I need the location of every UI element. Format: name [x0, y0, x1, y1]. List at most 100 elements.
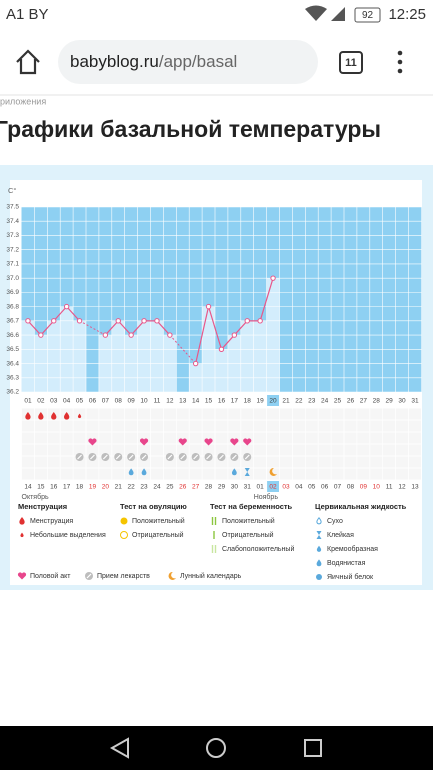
light-discharge-marker — [77, 413, 82, 419]
temperature-point — [141, 318, 147, 324]
cycle-date: 09 — [360, 484, 368, 491]
x-tick-label: 10 — [140, 398, 148, 405]
cycle-date: 06 — [321, 484, 329, 491]
medication-marker — [204, 453, 213, 461]
url-path: /app/basal — [159, 52, 237, 71]
url: babyblog.ru/app/basal — [70, 52, 237, 71]
cycle-date: 14 — [24, 484, 32, 491]
gap-connector — [79, 320, 106, 336]
pill-slash — [115, 454, 121, 460]
cycle-date: 01 — [257, 484, 265, 491]
medication-marker — [230, 453, 239, 461]
x-tick-label: 27 — [360, 398, 368, 405]
cycle-date: 10 — [373, 484, 381, 491]
cycle-date: 04 — [295, 484, 303, 491]
cycle-date: 29 — [218, 484, 226, 491]
x-tick-label: 24 — [321, 398, 329, 405]
intercourse-marker — [178, 438, 187, 446]
legend-item: Лунный календарь — [180, 572, 242, 580]
temperature-point — [25, 318, 31, 324]
legend-icon — [316, 516, 322, 525]
bar — [150, 320, 164, 392]
month-label: Октябрь — [22, 493, 49, 501]
y-tick-label: 36.3 — [6, 374, 19, 381]
x-tick-label: 09 — [128, 398, 136, 405]
temperature-point — [76, 318, 83, 324]
cycle-date: 30 — [231, 484, 239, 491]
home-nav-button[interactable] — [206, 738, 226, 758]
bar — [253, 320, 267, 392]
cycle-date: 11 — [386, 484, 393, 491]
tab-count: 11 — [345, 57, 357, 69]
pill-slash — [77, 454, 82, 460]
legend-icon — [211, 545, 217, 553]
legend-icon — [211, 517, 217, 525]
x-tick-label: 04 — [63, 398, 71, 405]
today-highlight — [267, 481, 279, 492]
pill-slash — [193, 454, 199, 460]
cycle-date: 31 — [244, 484, 252, 491]
intercourse-marker — [139, 438, 149, 446]
cycle-date: 13 — [411, 484, 419, 491]
pill-slash — [86, 573, 92, 579]
pill-slash — [244, 454, 250, 460]
pill-slash — [128, 454, 134, 460]
cycle-date: 28 — [205, 484, 213, 491]
temperature-point — [38, 332, 44, 338]
legend-icon — [168, 571, 176, 580]
bar — [73, 320, 86, 392]
medication-marker — [217, 453, 226, 461]
watery-marker — [141, 468, 147, 476]
y-tick-label: 37.2 — [6, 246, 19, 253]
battery-level: 92 — [362, 10, 374, 21]
legend-item: Отрицательный — [222, 531, 274, 539]
watery-marker — [231, 468, 237, 476]
cycle-date: 08 — [347, 484, 355, 491]
y-unit: C° — [8, 186, 16, 195]
cycle-date: 12 — [398, 484, 406, 491]
temperature-line — [104, 319, 171, 336]
cycle-date: 22 — [128, 484, 136, 491]
y-tick-label: 37.4 — [6, 218, 19, 225]
pill-slash — [141, 454, 147, 460]
tabs-button[interactable] — [339, 51, 363, 74]
x-tick-label: 25 — [334, 398, 342, 405]
legend-item: Яичный белок — [327, 573, 374, 581]
x-tick-label: 22 — [295, 398, 303, 405]
legend-item: Половой акт — [30, 572, 71, 580]
pill-slash — [180, 454, 186, 460]
cycle-date: 16 — [50, 484, 58, 491]
temperature-point — [102, 332, 109, 338]
x-tick-label: 12 — [166, 398, 174, 405]
legend-icon — [20, 532, 24, 538]
cycle-date: 25 — [166, 484, 174, 491]
y-tick-label: 36.8 — [6, 303, 19, 310]
menstruation-marker — [38, 412, 44, 420]
bar — [111, 320, 125, 392]
legend-item: Положительный — [222, 517, 275, 525]
legend-group-title: Тест на беременность — [210, 502, 293, 511]
recent-button[interactable] — [304, 739, 322, 757]
back-button[interactable] — [109, 737, 129, 759]
medication-marker — [101, 453, 110, 461]
cycle-date: 02 — [269, 484, 277, 491]
clock: 12:25 — [388, 6, 426, 23]
x-tick-label: 15 — [205, 398, 213, 405]
x-tick-label: 03 — [50, 398, 58, 405]
legend-item: Водянистая — [327, 560, 366, 567]
legend-item: Клейкая — [327, 531, 354, 539]
x-tick-label: 21 — [282, 398, 290, 405]
lunar-marker — [269, 467, 278, 476]
pill-slash — [167, 454, 173, 460]
url-bar[interactable] — [58, 40, 318, 84]
home-button[interactable] — [16, 49, 40, 75]
medication-marker — [178, 453, 187, 461]
menu-button[interactable] — [397, 50, 403, 74]
bar — [47, 320, 61, 392]
cycle-date: 27 — [192, 484, 200, 491]
cycle-date: 20 — [102, 484, 110, 491]
month-label: Ноябрь — [254, 493, 279, 501]
temperature-point — [244, 318, 250, 324]
legend-item: Кремообразная — [327, 545, 378, 553]
